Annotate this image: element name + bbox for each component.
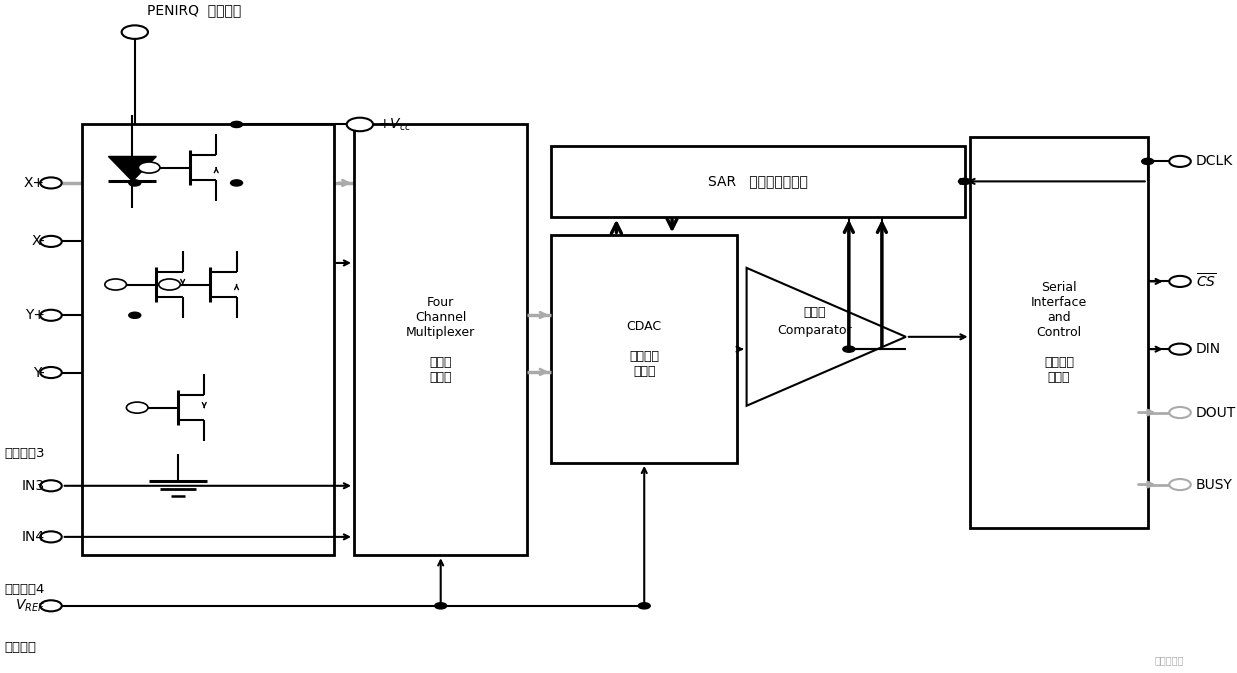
Text: 基准点压: 基准点压 [4,641,36,654]
Bar [971,137,1148,528]
Text: Comparator: Comparator [777,324,851,337]
Circle shape [230,180,242,186]
Circle shape [41,367,62,378]
Circle shape [41,178,62,188]
Text: DCLK: DCLK [1196,154,1233,168]
Bar [354,125,527,555]
Text: 比较器: 比较器 [803,306,825,319]
Circle shape [129,312,141,318]
Text: 辅助通道3: 辅助通道3 [4,448,45,460]
Text: Serial
Interface
and
Control

串行接口
与控制: Serial Interface and Control 串行接口 与控制 [1030,281,1087,384]
Circle shape [1169,479,1191,490]
Circle shape [1169,156,1191,167]
Text: PENIRQ  中断请求: PENIRQ 中断请求 [147,3,241,17]
Text: SAR   逐次逼近寄存器: SAR 逐次逼近寄存器 [708,174,808,188]
Circle shape [41,310,62,321]
Circle shape [1169,407,1191,418]
Circle shape [139,162,160,173]
Text: X-: X- [31,234,45,248]
Circle shape [41,236,62,247]
Text: DIN: DIN [1196,342,1221,356]
Bar [552,236,737,463]
Circle shape [1169,276,1191,287]
Text: IN4: IN4 [22,530,45,544]
Text: $\overline{CS}$: $\overline{CS}$ [1196,273,1216,291]
Circle shape [121,26,148,39]
Text: IN3: IN3 [22,479,45,493]
Text: 电子发烧友: 电子发烧友 [1154,655,1184,665]
Circle shape [41,532,62,542]
Circle shape [434,603,447,609]
Text: X+: X+ [24,176,45,190]
Circle shape [41,600,62,611]
Text: DOUT: DOUT [1196,406,1236,419]
Text: $+V_{cc}$: $+V_{cc}$ [377,116,412,133]
Circle shape [1142,158,1154,164]
Circle shape [346,118,374,131]
Circle shape [105,279,126,290]
Bar [552,146,965,217]
Text: BUSY: BUSY [1196,478,1232,491]
Circle shape [126,402,148,413]
Text: Y+: Y+ [25,308,45,322]
Polygon shape [109,156,156,181]
Text: CDAC

数据模拟
转换器: CDAC 数据模拟 转换器 [627,320,662,378]
Text: Y-: Y- [33,365,45,380]
Circle shape [1169,344,1191,355]
Text: Four
Channel
Multiplexer

四通道
转换器: Four Channel Multiplexer 四通道 转换器 [406,296,475,384]
Circle shape [158,279,181,290]
Circle shape [638,603,651,609]
Circle shape [230,121,242,127]
Text: $V_{REF}$: $V_{REF}$ [15,598,45,614]
Text: 辅助通道4: 辅助通道4 [4,583,45,596]
Circle shape [842,346,855,352]
Circle shape [959,178,971,184]
Circle shape [41,481,62,491]
Circle shape [129,180,141,186]
Bar [82,125,334,555]
